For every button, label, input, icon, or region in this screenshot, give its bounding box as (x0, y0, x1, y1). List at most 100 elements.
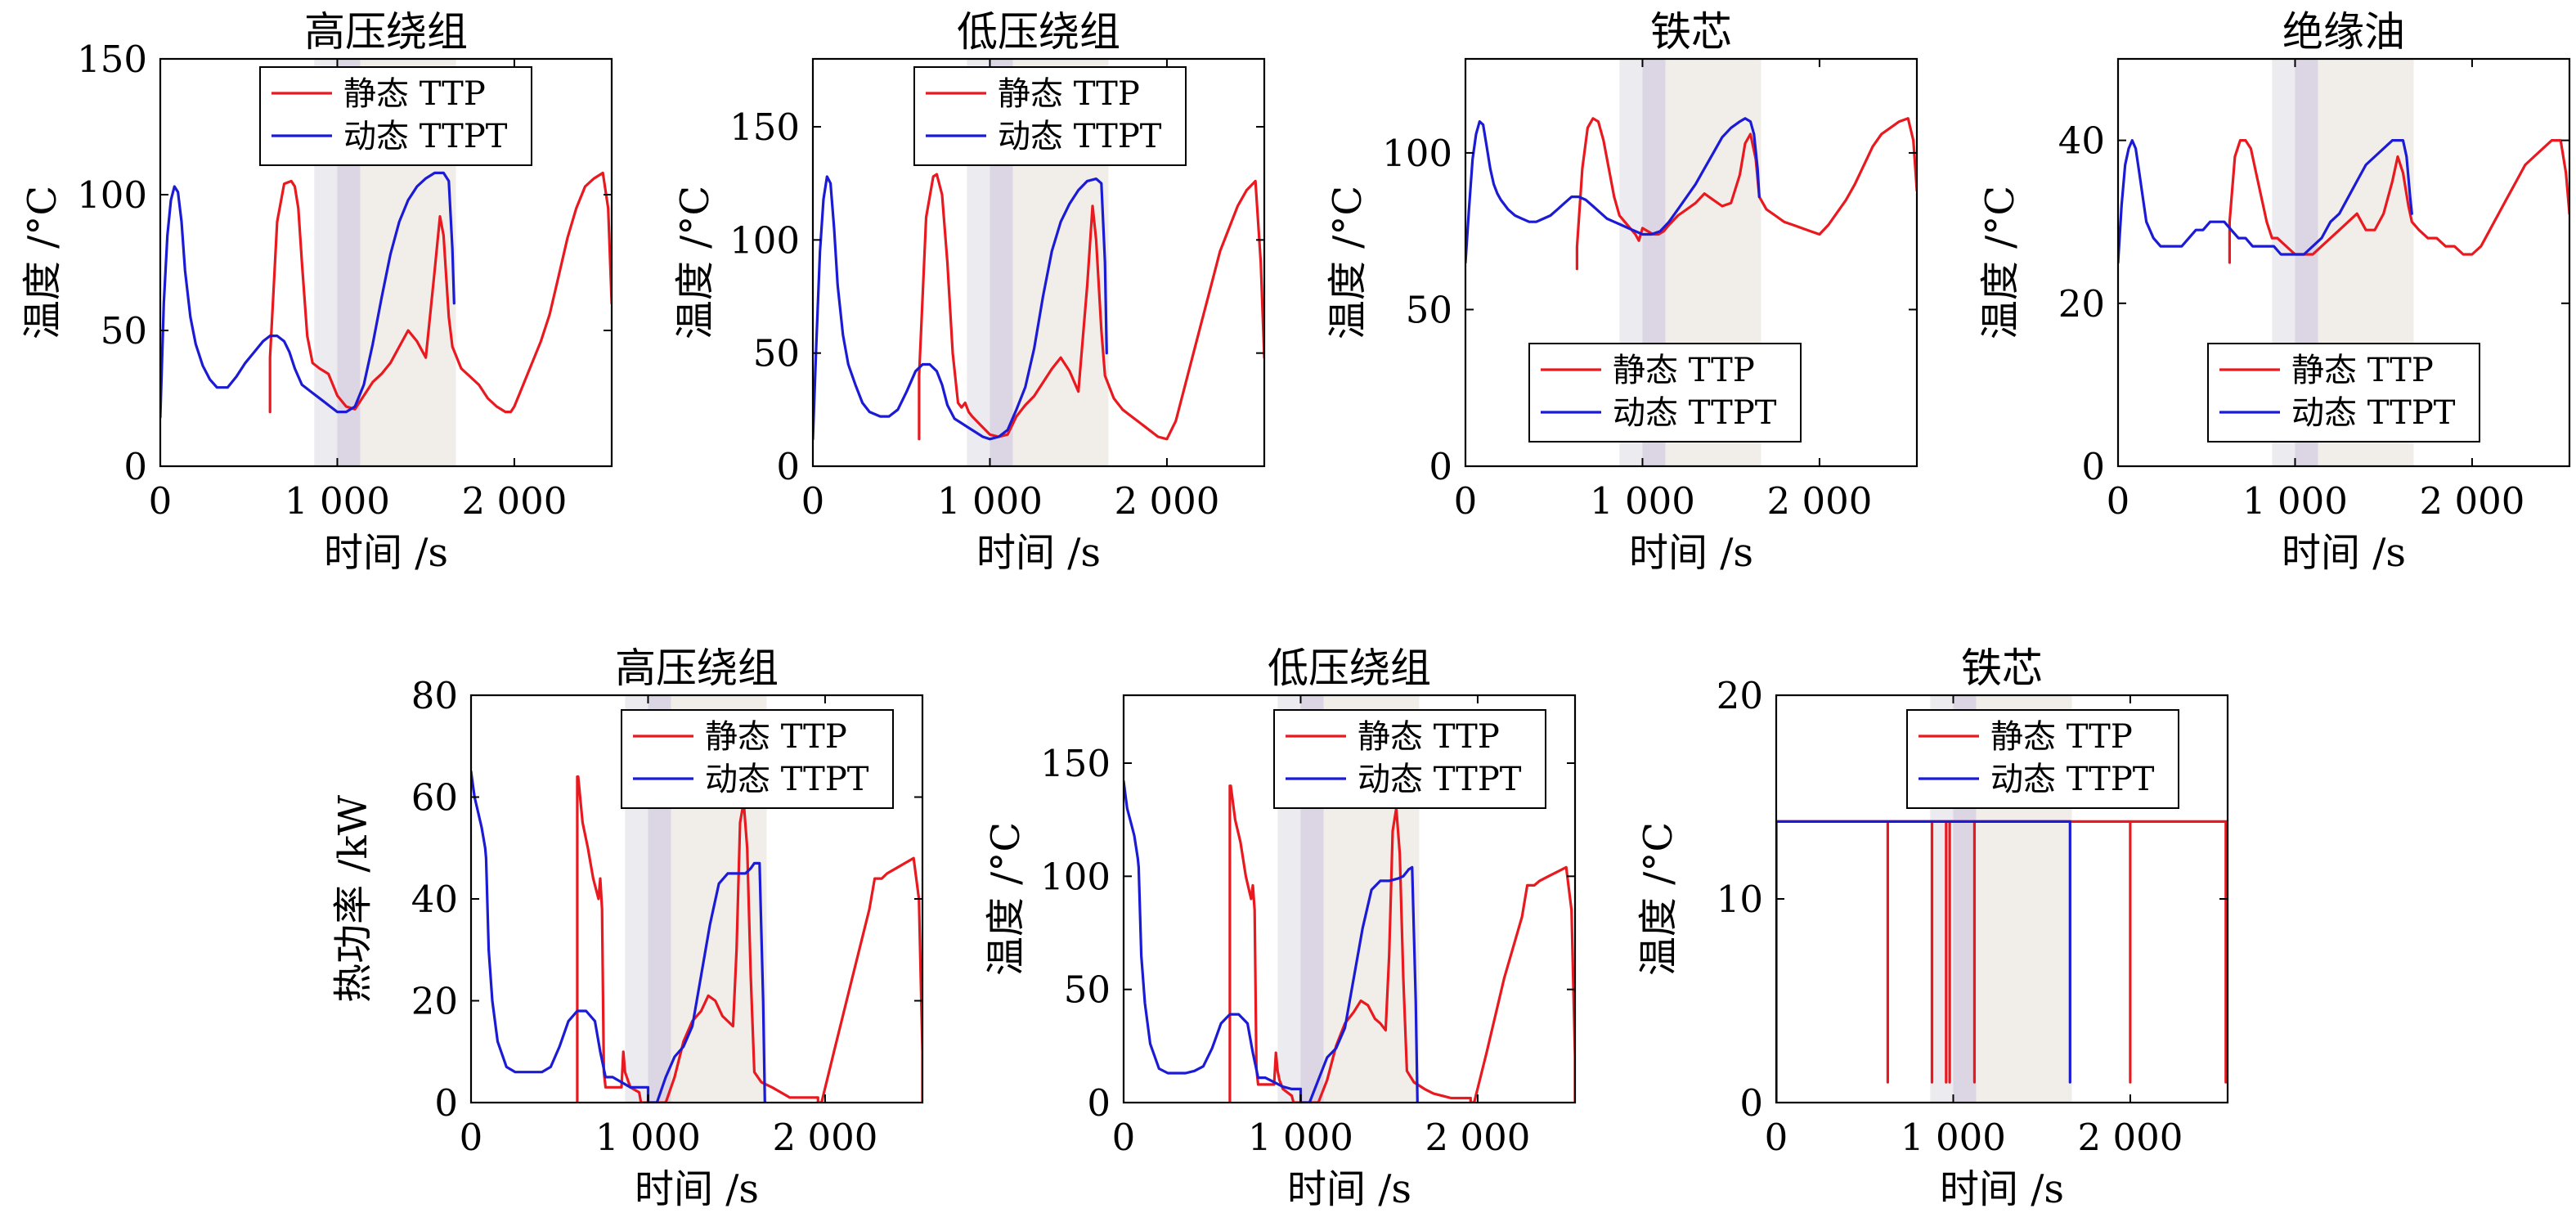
x-axis-label: 时间 /s (1287, 1166, 1411, 1212)
y-tick-label: 0 (776, 445, 800, 488)
legend-label: 静态 TTP (343, 75, 486, 113)
legend-label: 静态 TTP (998, 75, 1140, 113)
y-axis-label: 温度 /°C (20, 186, 65, 339)
y-tick-label: 80 (411, 674, 458, 717)
legend: 静态 TTP 动态 TTPT (621, 709, 894, 809)
static-ttp-line (576, 775, 922, 1103)
axes-frame (1122, 694, 1577, 1104)
x-tick-label: 1 000 (285, 479, 390, 523)
x-tick-label: 2 000 (2420, 479, 2525, 523)
legend-label: 动态 TTPT (1613, 394, 1777, 432)
y-tick-label: 150 (77, 38, 147, 81)
x-axis-label: 时间 /s (1940, 1166, 2064, 1212)
dynamic-ttpt-line (813, 175, 1108, 441)
y-tick-label: 0 (123, 445, 147, 488)
y-axis-label: 温度 /°C (1325, 186, 1371, 339)
axes-frame (811, 57, 1266, 468)
x-tick-label: 0 (1454, 479, 1478, 523)
chart-title: 低压绕组 (1268, 645, 1431, 692)
legend: 静态 TTP 动态 TTPT (1528, 343, 1802, 443)
chart-title: 铁芯 (1961, 645, 2043, 692)
x-tick-label: 1 000 (1248, 1116, 1353, 1159)
dynamic-ttpt-line (160, 171, 456, 419)
x-tick-label: 0 (1765, 1116, 1788, 1159)
y-tick-label: 50 (1064, 968, 1111, 1012)
legend-box (1273, 709, 1546, 809)
y-tick-label: 10 (1717, 878, 1763, 921)
legend-box (913, 66, 1187, 166)
static-ttp-line (918, 173, 1264, 441)
dynamic-ttpt-line (1465, 117, 1761, 264)
x-tick-label: 0 (149, 479, 173, 523)
dynamic-ttpt-line (2118, 139, 2413, 264)
x-tick-label: 2 000 (1115, 479, 1220, 523)
x-tick-label: 2 000 (2078, 1116, 2183, 1159)
x-tick-label: 2 000 (773, 1116, 878, 1159)
legend-label: 动态 TTPT (1358, 761, 1522, 798)
x-tick-label: 0 (460, 1116, 483, 1159)
x-axis-label: 时间 /s (976, 530, 1101, 576)
y-tick-label: 0 (434, 1081, 458, 1125)
static-ttp-line (1776, 820, 2228, 1103)
chart-title: 高压绕组 (615, 645, 779, 692)
axes-frame (159, 57, 613, 468)
y-axis-label: 温度 /°C (983, 822, 1029, 976)
legend: 静态 TTP 动态 TTPT (1906, 709, 2179, 809)
legend: 静态 TTP 动态 TTPT (2207, 343, 2480, 443)
chart-title: 绝缘油 (2282, 8, 2405, 56)
legend-label: 静态 TTP (2291, 352, 2434, 389)
chart-title: 高压绕组 (304, 8, 468, 56)
legend-label: 动态 TTPT (343, 118, 508, 155)
legend-box (259, 66, 532, 166)
y-tick-label: 150 (729, 106, 800, 149)
y-tick-label: 150 (1040, 742, 1111, 785)
x-tick-label: 1 000 (595, 1116, 701, 1159)
x-tick-label: 0 (801, 479, 825, 523)
static-ttp-line (268, 171, 612, 414)
legend-box (621, 709, 894, 809)
legend-box (2207, 343, 2480, 443)
y-axis-label: 温度 /°C (1636, 822, 1681, 976)
chart-title: 低压绕组 (957, 8, 1120, 56)
legend-label: 静态 TTP (1358, 718, 1500, 756)
dynamic-ttpt-line (1776, 820, 2071, 1103)
y-tick-label: 20 (2058, 282, 2105, 326)
y-tick-label: 100 (1040, 855, 1111, 898)
x-axis-label: 时间 /s (1629, 530, 1753, 576)
x-tick-label: 2 000 (462, 479, 568, 523)
legend: 静态 TTP 动态 TTPT (259, 66, 532, 166)
y-axis-label: 热功率 /kW (330, 794, 376, 1003)
y-axis-label: 温度 /°C (672, 186, 718, 339)
y-tick-label: 100 (729, 218, 800, 262)
y-tick-label: 20 (411, 980, 458, 1023)
y-tick-label: 100 (1382, 132, 1452, 175)
static-ttp-line (1575, 117, 1917, 271)
legend-label: 静态 TTP (1613, 352, 1755, 389)
static-ttp-line (2228, 139, 2569, 264)
y-tick-label: 50 (101, 309, 147, 353)
x-tick-label: 2 000 (1767, 479, 1873, 523)
x-tick-label: 2 000 (1425, 1116, 1531, 1159)
y-tick-label: 50 (1406, 288, 1452, 331)
x-tick-label: 1 000 (1590, 479, 1695, 523)
y-tick-label: 100 (77, 173, 147, 217)
y-tick-label: 40 (2058, 119, 2105, 163)
legend-label: 动态 TTPT (998, 118, 1162, 155)
axes-frame (2116, 57, 2571, 468)
legend-box (1528, 343, 1802, 443)
x-tick-label: 1 000 (2242, 479, 2348, 523)
chart-title: 铁芯 (1650, 8, 1732, 56)
y-tick-label: 0 (1087, 1081, 1111, 1125)
y-tick-label: 0 (2081, 445, 2105, 488)
y-tick-label: 40 (411, 878, 458, 921)
y-axis-label: 温度 /°C (1977, 186, 2023, 339)
legend-label: 动态 TTPT (705, 761, 869, 798)
dynamic-ttpt-line (1124, 779, 1419, 1103)
x-tick-label: 1 000 (937, 479, 1043, 523)
